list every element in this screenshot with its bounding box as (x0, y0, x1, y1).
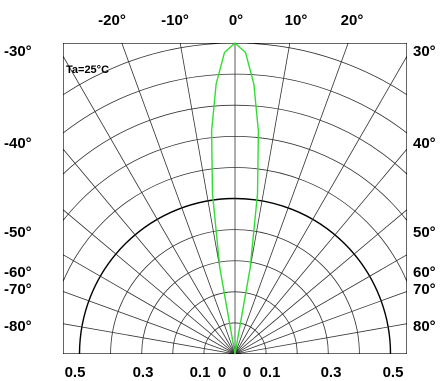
bottom-scale-label: 0.3 (133, 364, 154, 381)
top-angle-label: 10° (285, 12, 308, 29)
left-angle-label: -80° (4, 318, 32, 335)
grid-spoke (234, 55, 407, 354)
bottom-scale-label: 0 (218, 364, 226, 381)
grid-spoke (234, 43, 349, 354)
bottom-scale-label: 0.5 (65, 364, 86, 381)
right-angle-label: 80° (413, 318, 436, 335)
left-angle-label: -60° (4, 264, 32, 281)
bottom-scale-label: 0.1 (190, 364, 211, 381)
right-angle-label: 50° (413, 224, 436, 241)
left-angle-label: -70° (4, 281, 32, 298)
right-angle-label: 60° (413, 264, 436, 281)
grid-spoke (63, 290, 236, 354)
intensity-curves (210, 42, 260, 355)
top-angle-label: 20° (341, 12, 364, 29)
top-angle-label: -10° (161, 12, 189, 29)
polar-grid (63, 43, 407, 354)
grid-spoke (234, 209, 407, 354)
grid-spoke (234, 43, 291, 354)
left-angle-label: -50° (4, 224, 32, 241)
right-angle-label: 30° (413, 43, 436, 60)
right-angle-label: 70° (413, 281, 436, 298)
right-angle-label: 40° (413, 135, 436, 152)
grid-spoke (234, 323, 407, 354)
grid-spoke (63, 148, 236, 354)
top-angle-label: -20° (98, 12, 126, 29)
grid-spoke (234, 254, 407, 354)
grid-spoke (63, 209, 236, 354)
grid-spoke (121, 43, 236, 354)
top-angle-label: 0° (229, 12, 243, 29)
grid-ring (63, 104, 407, 175)
grid-spoke (179, 43, 236, 354)
intensity-curve (210, 42, 260, 355)
bottom-scale-label: 0.5 (383, 364, 404, 381)
grid-spoke (234, 148, 407, 354)
grid-spoke (63, 254, 236, 354)
left-angle-label: -40° (4, 135, 32, 152)
grid-spoke (63, 55, 236, 354)
grid-spoke (63, 323, 236, 354)
left-angle-label: -30° (4, 43, 32, 60)
bottom-scale-label: 0.1 (260, 364, 281, 381)
grid-ring (63, 135, 407, 222)
grid-spoke (234, 290, 407, 354)
bottom-scale-label: 0 (243, 364, 251, 381)
grid-ring (63, 73, 407, 134)
temperature-annotation: Ta=25°C (66, 64, 109, 76)
bottom-scale-label: 0.3 (321, 364, 342, 381)
